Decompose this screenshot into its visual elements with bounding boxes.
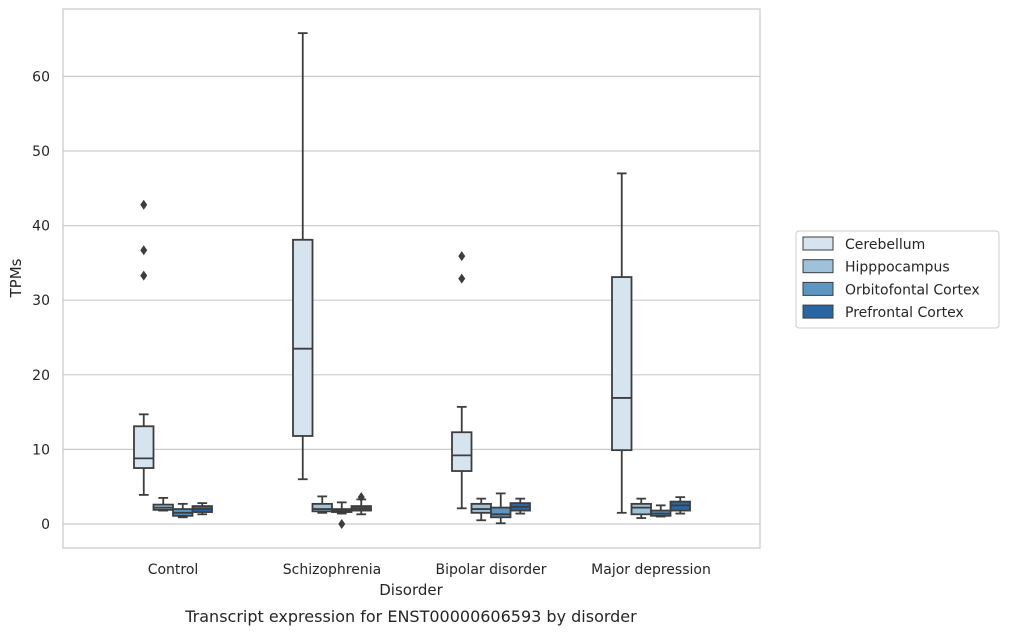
outlier-point — [140, 245, 148, 256]
box-prefrontal-cortex — [191, 502, 213, 516]
y-tick-label: 0 — [41, 517, 50, 533]
box-iqr — [611, 276, 633, 452]
grid-lines — [63, 75, 760, 525]
legend-label: Prefrontal Cortex — [845, 305, 964, 321]
x-tick-label: Control — [148, 562, 199, 578]
y-tick-label: 50 — [32, 144, 50, 160]
box-plots — [133, 32, 691, 529]
box-iqr — [133, 425, 155, 469]
legend-swatch — [802, 259, 834, 274]
box-cerebellum — [133, 199, 155, 496]
box-hipppocampus — [311, 495, 333, 514]
x-axis-label: Disorder — [379, 581, 443, 599]
box-orbitofontal-cortex — [331, 501, 353, 529]
outlier-point — [357, 492, 365, 503]
legend-swatch — [802, 304, 834, 319]
outlier-point — [140, 199, 148, 210]
box-prefrontal-cortex — [669, 496, 691, 515]
y-axis-label: TPMs — [7, 258, 25, 298]
box-orbitofontal-cortex — [172, 502, 194, 519]
legend-label: Cerebellum — [845, 237, 925, 253]
box-iqr — [490, 506, 512, 519]
box-cerebellum — [292, 32, 314, 481]
plot-frame — [62, 8, 761, 549]
y-tick-label: 30 — [32, 293, 50, 309]
box-iqr — [451, 431, 473, 472]
box-hipppocampus — [152, 496, 174, 512]
figure-caption: Transcript expression for ENST0000060659… — [184, 607, 637, 626]
y-tick-label: 40 — [32, 219, 50, 235]
box-hipppocampus — [470, 497, 492, 522]
x-tick-label: Bipolar disorder — [435, 562, 546, 578]
box-prefrontal-cortex — [509, 497, 531, 515]
y-tick-label: 10 — [32, 442, 50, 458]
legend-frame — [795, 230, 1000, 329]
box-iqr — [630, 502, 652, 516]
box-hipppocampus — [630, 497, 652, 519]
box-iqr — [292, 238, 314, 437]
legend-swatch — [802, 281, 834, 296]
y-tick-labels: 0 10 20 30 40 50 60 — [32, 69, 50, 533]
box-prefrontal-cortex — [350, 492, 372, 516]
legend-swatch — [802, 236, 834, 251]
legend-label: Hipppocampus — [845, 260, 950, 276]
legend-label: Orbitofontal Cortex — [845, 282, 980, 298]
box-cerebellum — [451, 251, 473, 510]
y-tick-label: 20 — [32, 368, 50, 384]
box-orbitofontal-cortex — [490, 492, 512, 525]
y-tick-label: 60 — [32, 69, 50, 85]
outlier-point — [140, 270, 148, 281]
x-tick-labels: Control Schizophrenia Bipolar disorder Majo… — [148, 562, 711, 578]
legend: Cerebellum Hipppocampus Orbitofontal Corte… — [795, 230, 1000, 329]
outlier-point — [458, 251, 466, 262]
x-tick-label: Major depression — [591, 562, 711, 578]
x-tick-label: Schizophrenia — [283, 562, 381, 578]
outlier-point — [338, 519, 346, 529]
outlier-point — [458, 273, 466, 284]
box-orbitofontal-cortex — [650, 504, 672, 518]
box-iqr — [311, 502, 333, 513]
box-cerebellum — [611, 172, 633, 514]
